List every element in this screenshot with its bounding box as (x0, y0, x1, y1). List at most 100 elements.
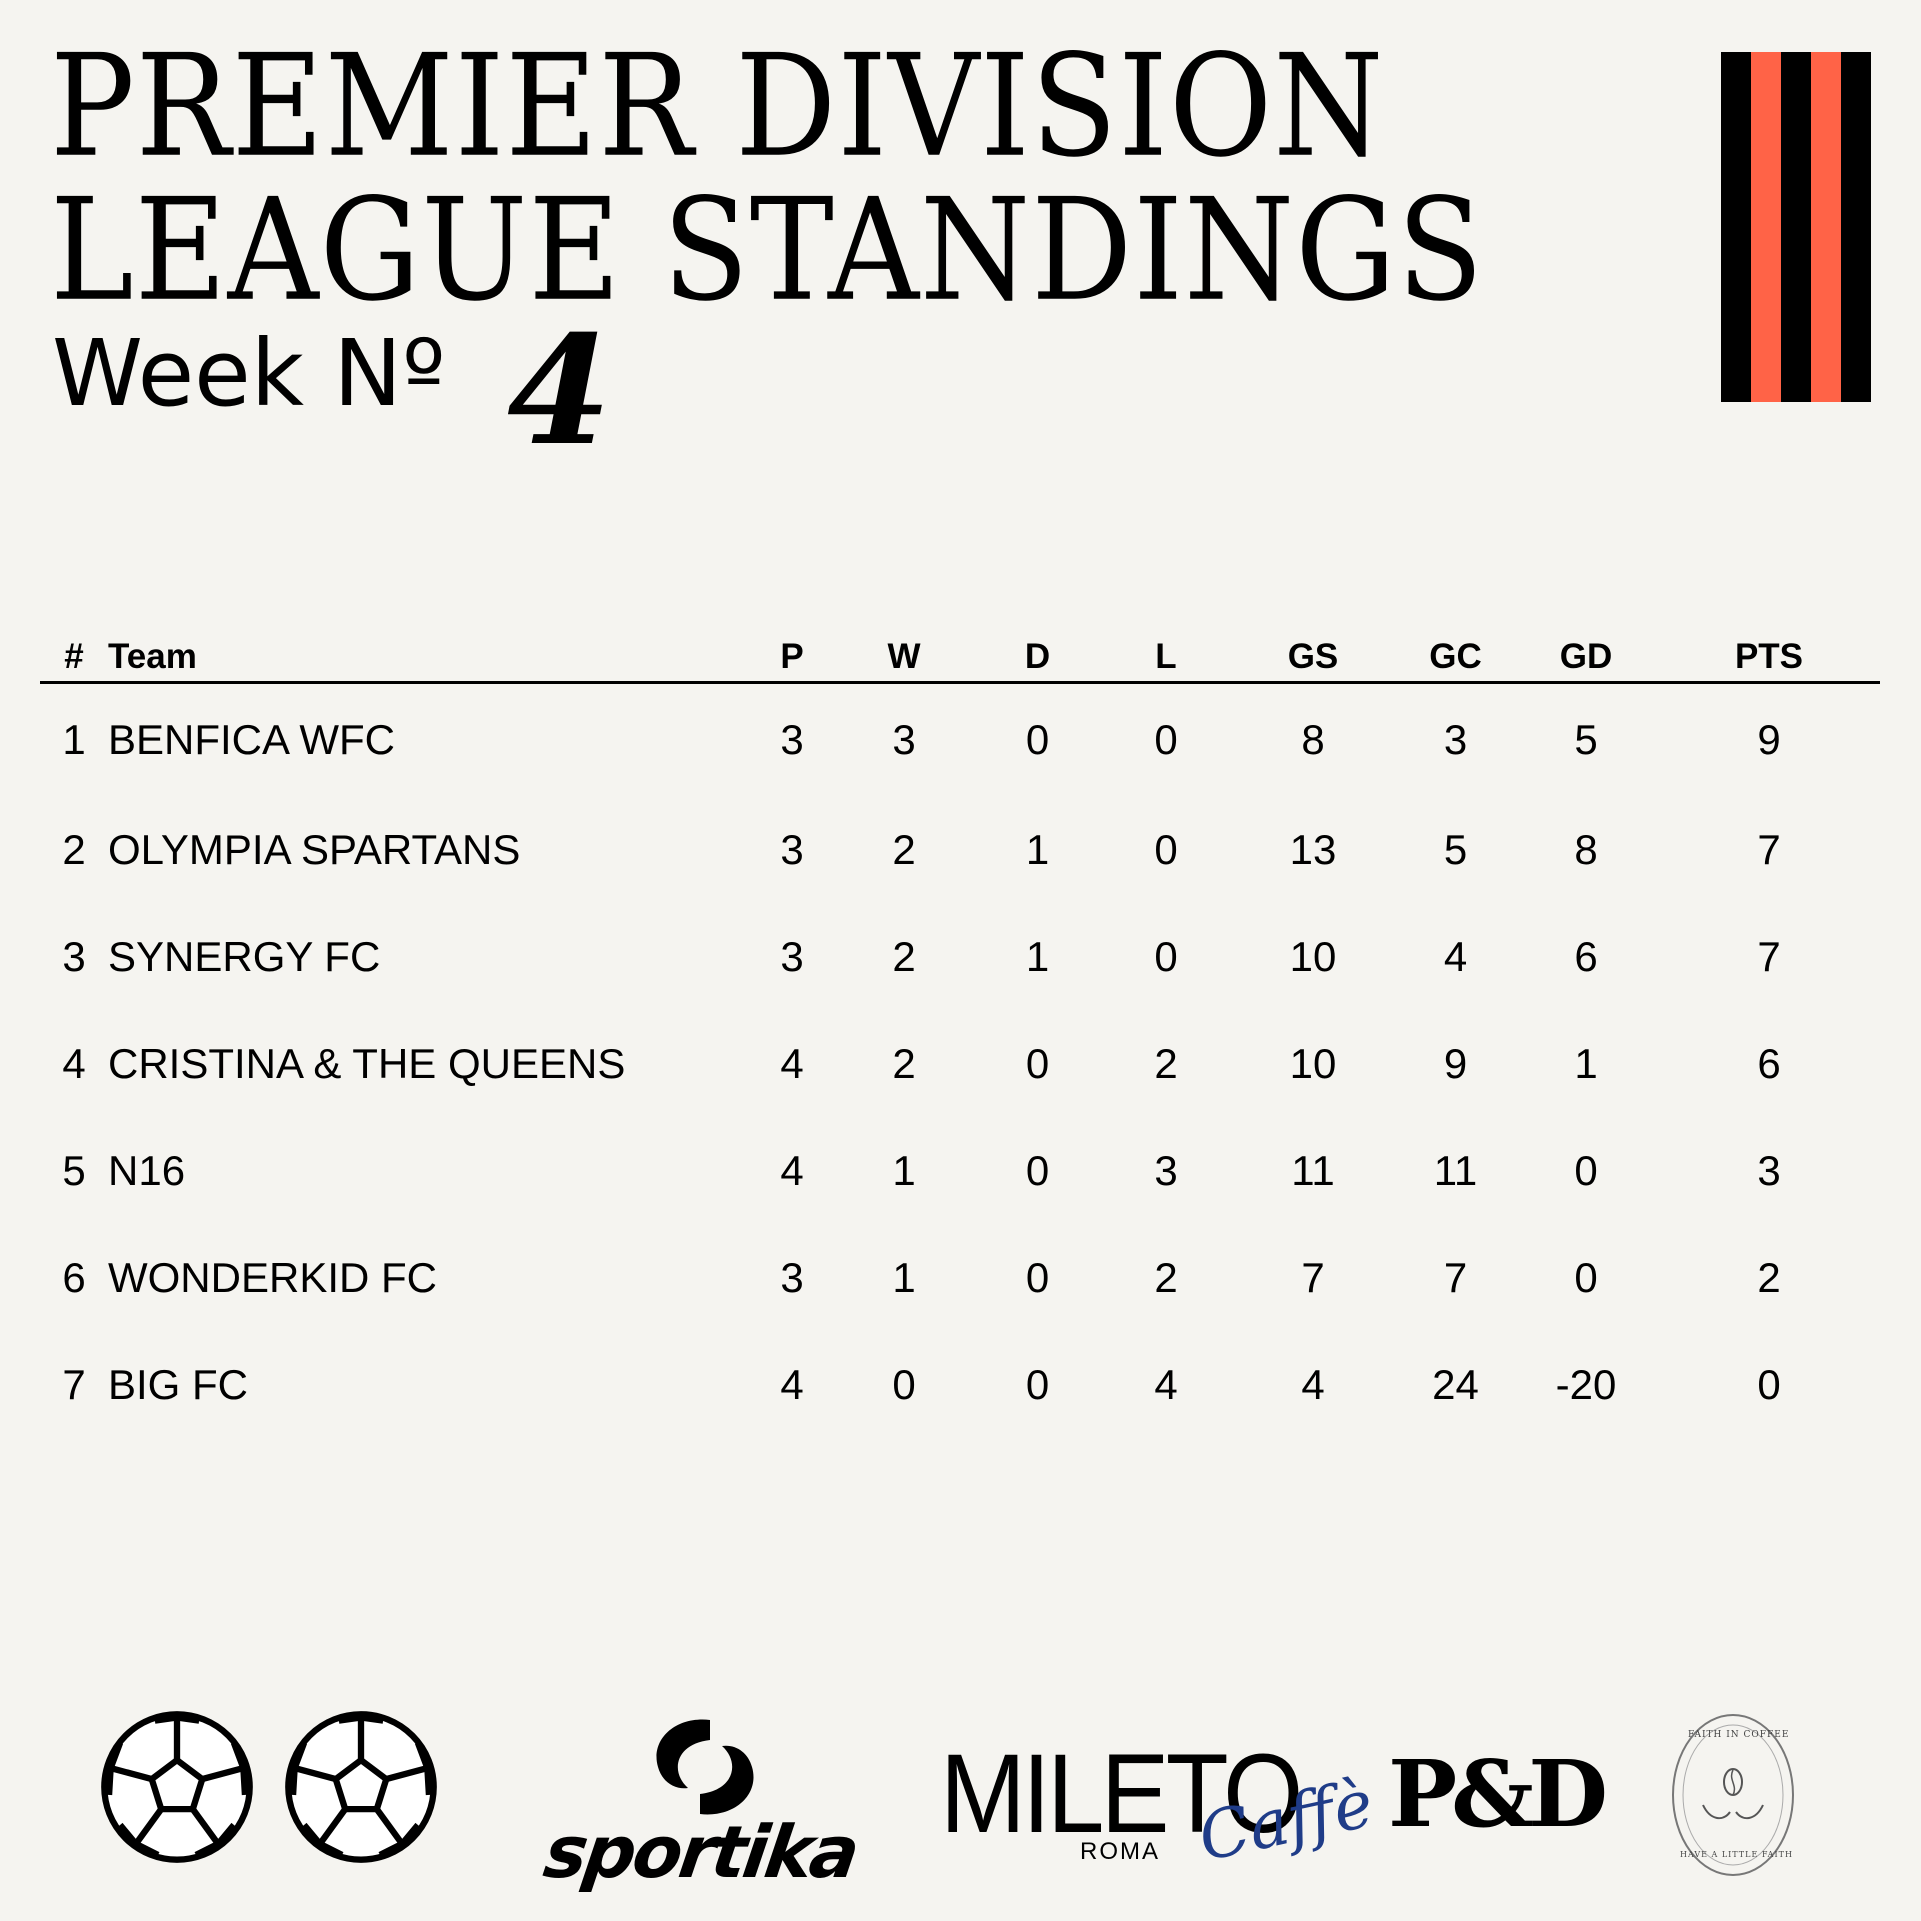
won-cell: 3 (892, 716, 916, 763)
faith-badge-bottom-text: HAVE A LITTLE FAITH (1680, 1850, 1793, 1859)
standings-table: # Team P W D L GS GC GD PTS 1 BENFICA WF… (40, 625, 1880, 1438)
played-cell: 4 (780, 1146, 804, 1194)
column-header-team: Team (108, 625, 748, 684)
lost-cell: 4 (1154, 1360, 1178, 1408)
lost-cell: 3 (1154, 1146, 1178, 1194)
faith-in-coffee-badge-icon (1672, 1714, 1794, 1876)
goals-scored-cell: 11 (1291, 1146, 1335, 1194)
goal-difference-cell: 1 (1574, 1039, 1598, 1087)
goal-difference-cell: 8 (1574, 825, 1598, 873)
rank-cell: 1 (62, 716, 86, 763)
goals-scored-cell: 13 (1289, 825, 1337, 873)
played-cell: 3 (780, 825, 804, 873)
rank-cell: 2 (62, 825, 86, 873)
goal-difference-cell: 0 (1574, 1146, 1598, 1194)
team-name-cell: CRISTINA & THE QUEENS (108, 1039, 626, 1087)
drawn-cell: 1 (1025, 932, 1050, 980)
drawn-cell: 0 (1025, 716, 1050, 763)
table-row: 2 OLYMPIA SPARTANS 3 2 1 0 13 5 8 7 (40, 796, 1880, 903)
mileto-city: ROMA (1080, 1838, 1160, 1865)
team-name-cell: SYNERGY FC (108, 932, 381, 980)
goals-conceded-cell: 7 (1443, 1253, 1468, 1301)
rank-cell: 6 (62, 1253, 86, 1301)
drawn-cell: 0 (1025, 1039, 1050, 1087)
column-header-played: P (748, 625, 836, 684)
goals-conceded-cell: 4 (1443, 932, 1468, 980)
drawn-cell: 1 (1025, 825, 1050, 873)
lost-cell: 2 (1154, 1039, 1178, 1087)
team-name-cell: N16 (108, 1146, 186, 1194)
goal-difference-cell: 0 (1574, 1253, 1598, 1301)
points-cell: 7 (1757, 825, 1781, 873)
points-cell: 7 (1757, 932, 1781, 980)
points-cell: 6 (1757, 1039, 1781, 1087)
page-title-line-1: PREMIER DIVISION (50, 23, 1385, 189)
won-cell: 2 (892, 1039, 916, 1087)
goals-conceded-cell: 11 (1433, 1146, 1478, 1194)
drawn-cell: 0 (1025, 1146, 1050, 1194)
soccer-ball-icon (285, 1711, 437, 1863)
table-row: 3 SYNERGY FC 3 2 1 0 10 4 6 7 (40, 903, 1880, 1010)
played-cell: 4 (780, 1360, 804, 1408)
faith-badge-top-text: FAITH IN COFFEE (1688, 1730, 1790, 1740)
goals-scored-cell: 7 (1301, 1253, 1325, 1301)
week-indicator: Week Nº 4 (52, 316, 611, 466)
rank-cell: 7 (62, 1360, 86, 1408)
table-row: 1 BENFICA WFC 3 3 0 0 8 3 5 9 (40, 683, 1880, 797)
rank-cell: 3 (62, 932, 86, 980)
column-header-goal-difference: GD (1514, 625, 1658, 684)
table-row: 5 N16 4 1 0 3 11 11 0 3 (40, 1117, 1880, 1224)
points-cell: 2 (1757, 1253, 1781, 1301)
played-cell: 3 (780, 932, 804, 980)
table-row: 4 CRISTINA & THE QUEENS 4 2 0 2 10 9 1 6 (40, 1010, 1880, 1117)
lost-cell: 2 (1154, 1253, 1178, 1301)
lost-cell: 0 (1154, 716, 1178, 763)
goals-scored-cell: 4 (1301, 1360, 1325, 1408)
goals-scored-cell: 8 (1301, 716, 1325, 763)
goal-difference-cell: 5 (1574, 716, 1598, 763)
team-name-cell: OLYMPIA SPARTANS (108, 825, 521, 873)
table-row: 6 WONDERKID FC 3 1 0 2 7 7 0 2 (40, 1224, 1880, 1331)
drawn-cell: 0 (1025, 1253, 1050, 1301)
goals-scored-cell: 10 (1289, 1039, 1337, 1087)
team-name-cell: WONDERKID FC (108, 1253, 437, 1301)
rank-cell: 5 (62, 1146, 86, 1194)
striped-flag-decoration (1721, 52, 1873, 402)
column-header-goals-conceded: GC (1397, 625, 1514, 684)
stripe-orange (1811, 52, 1841, 402)
drawn-cell: 0 (1025, 1360, 1050, 1408)
goals-conceded-cell: 3 (1443, 716, 1468, 763)
column-header-lost: L (1103, 625, 1229, 684)
won-cell: 2 (892, 932, 916, 980)
won-cell: 1 (892, 1146, 916, 1194)
goals-scored-cell: 10 (1289, 932, 1337, 980)
goals-conceded-cell: 5 (1443, 825, 1468, 873)
played-cell: 3 (780, 716, 804, 763)
stripe-black (1841, 52, 1871, 402)
sportika-swirl-icon (656, 1719, 754, 1815)
column-header-points: PTS (1658, 625, 1880, 684)
rank-cell: 4 (62, 1039, 86, 1087)
played-cell: 3 (780, 1253, 804, 1301)
soccer-ball-icon (101, 1711, 253, 1863)
column-header-rank: # (40, 625, 108, 684)
won-cell: 0 (892, 1360, 916, 1408)
stripe-black (1781, 52, 1811, 402)
table-row: 7 BIG FC 4 0 0 4 4 24 -20 0 (40, 1331, 1880, 1438)
week-label: Week Nº (52, 320, 446, 427)
table-header-row: # Team P W D L GS GC GD PTS (40, 625, 1880, 684)
stripe-black (1721, 52, 1751, 402)
won-cell: 2 (892, 825, 916, 873)
week-number: 4 (507, 303, 612, 479)
page-title-line-2: LEAGUE STANDINGS (50, 167, 1485, 333)
sponsor-footer: sportika MILETO ROMA Caffè P&D FAITH IN … (0, 1700, 1921, 1900)
stripe-orange (1751, 52, 1781, 402)
mileto-logo: MILETO (940, 1731, 1303, 1856)
lost-cell: 0 (1154, 825, 1178, 873)
goal-difference-cell: 6 (1574, 932, 1598, 980)
team-name-cell: BENFICA WFC (108, 716, 396, 763)
goals-conceded-cell: 9 (1443, 1039, 1468, 1087)
played-cell: 4 (780, 1039, 804, 1087)
won-cell: 1 (892, 1253, 916, 1301)
pd-logo: P&D (1388, 1740, 1608, 1848)
